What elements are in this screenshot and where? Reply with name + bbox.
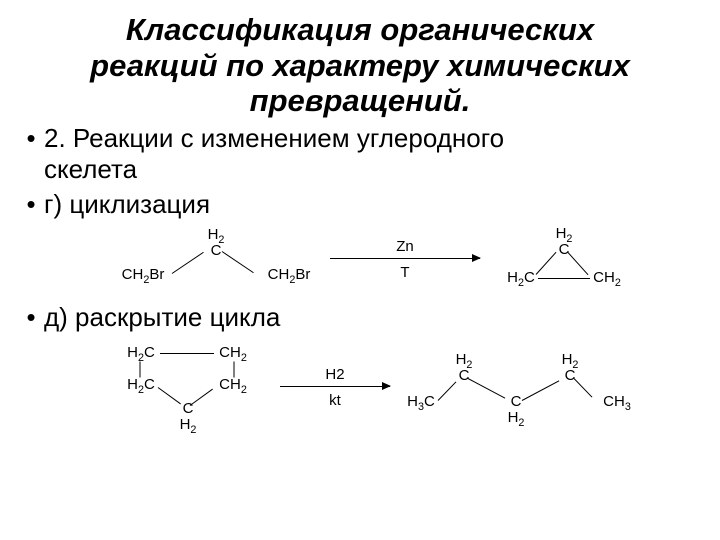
atom-h2_top: H2 <box>206 227 226 242</box>
bullet-dot: • <box>18 123 44 154</box>
bullet-dot: • <box>18 302 44 333</box>
bond <box>538 278 590 279</box>
title-line-3: превращений. <box>18 83 702 119</box>
reactant-1: CH2Br H2C CH2Br <box>116 227 316 291</box>
atom-bh: H2 <box>178 417 198 432</box>
title-line-1: Классификация органических <box>18 12 702 48</box>
atom-r0: CH3 <box>600 394 634 409</box>
atom-h2c_l: H2C <box>504 270 538 285</box>
atom-ch2_r: CH2 <box>590 270 624 285</box>
atom-c1: C <box>458 368 470 383</box>
reaction-arrow: ZnT <box>330 258 480 259</box>
arrow-line <box>280 386 390 387</box>
atom-h1: H2 <box>454 352 474 367</box>
bond <box>536 252 557 275</box>
page-title: Классификация органических реакций по ха… <box>18 12 702 119</box>
atom-h2: H2 <box>560 352 580 367</box>
atom-ch2br_r: CH2Br <box>262 267 316 282</box>
bullet-2: • г) циклизация <box>18 189 702 220</box>
atom-ml: H2C <box>124 377 158 392</box>
bond <box>568 252 589 275</box>
reactant-2: H2C CH2 H2C CH2 CH2 <box>116 339 266 435</box>
bond <box>574 378 593 397</box>
bullet-2-text: г) циклизация <box>44 189 210 220</box>
atom-ch2br_l: CH2Br <box>116 267 170 282</box>
bullet-3-text: д) раскрытие цикла <box>44 302 280 333</box>
reaction-cyclization: CH2BrH2CCH2BrZnTH2CH2CCH2 <box>48 226 702 292</box>
atom-cm: C <box>510 394 522 409</box>
atom-tr: CH2 <box>216 345 250 360</box>
reagent-bottom: T <box>330 264 480 281</box>
bond <box>438 381 457 400</box>
title-line-2: реакций по характеру химических <box>18 48 702 84</box>
bullet-1-text: 2. Реакции с изменением углеродного скел… <box>44 123 504 185</box>
bullet-3: • д) раскрытие цикла <box>18 302 702 333</box>
bullet-1: • 2. Реакции с изменением углеродного ск… <box>18 123 702 185</box>
atom-c_top: C <box>558 242 570 257</box>
reagent-top: Zn <box>330 238 480 255</box>
product-1: H2C H2C CH2 <box>494 226 634 292</box>
reaction-ring-opening: H2CCH2H2CCH2CH2H2ktH3CH2CH2CCH2CH3 <box>48 339 702 435</box>
atom-hm: H2 <box>506 410 526 425</box>
product-2: H3CH2CH2CCH2CH3 <box>404 352 634 422</box>
atom-h2_top: H2 <box>554 226 574 241</box>
bond <box>172 252 204 274</box>
bond <box>468 378 506 399</box>
bond <box>222 251 254 273</box>
reagent-bottom: kt <box>280 392 390 409</box>
atom-c2: C <box>564 368 576 383</box>
reagent-top: H2 <box>280 366 390 383</box>
bullet-dot: • <box>18 189 44 220</box>
bond <box>522 380 560 401</box>
arrow-line <box>330 258 480 259</box>
atom-l0: H3C <box>404 394 438 409</box>
atom-c_top: C <box>210 243 222 258</box>
reaction-arrow: H2kt <box>280 386 390 387</box>
bond <box>158 387 181 404</box>
atom-mr: CH2 <box>216 377 250 392</box>
bond <box>160 353 214 354</box>
atom-bc: C <box>182 401 194 416</box>
atom-tl: H2C <box>124 345 158 360</box>
